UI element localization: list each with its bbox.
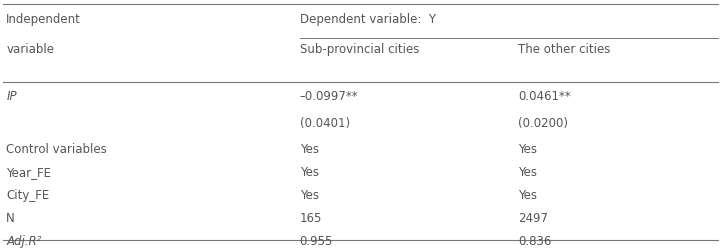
Text: Yes: Yes	[518, 143, 537, 156]
Text: 0.0461**: 0.0461**	[518, 90, 570, 103]
Text: Independent: Independent	[6, 13, 81, 26]
Text: IP: IP	[6, 90, 17, 103]
Text: Yes: Yes	[300, 143, 319, 156]
Text: 0.836: 0.836	[518, 235, 552, 248]
Text: Yes: Yes	[518, 166, 537, 179]
Text: (0.0200): (0.0200)	[518, 117, 568, 130]
Text: variable: variable	[6, 43, 54, 56]
Text: 2497: 2497	[518, 212, 548, 225]
Text: N: N	[6, 212, 15, 225]
Text: Year_FE: Year_FE	[6, 166, 51, 179]
Text: Dependent variable:  Y: Dependent variable: Y	[300, 13, 435, 26]
Text: (0.0401): (0.0401)	[300, 117, 350, 130]
Text: 0.955: 0.955	[300, 235, 333, 248]
Text: Yes: Yes	[300, 166, 319, 179]
Text: City_FE: City_FE	[6, 189, 50, 202]
Text: Yes: Yes	[300, 189, 319, 202]
Text: The other cities: The other cities	[518, 43, 610, 56]
Text: Control variables: Control variables	[6, 143, 107, 156]
Text: Adj.R²: Adj.R²	[6, 235, 42, 248]
Text: Yes: Yes	[518, 189, 537, 202]
Text: 165: 165	[300, 212, 322, 225]
Text: –0.0997**: –0.0997**	[300, 90, 358, 103]
Text: Sub-provincial cities: Sub-provincial cities	[300, 43, 419, 56]
